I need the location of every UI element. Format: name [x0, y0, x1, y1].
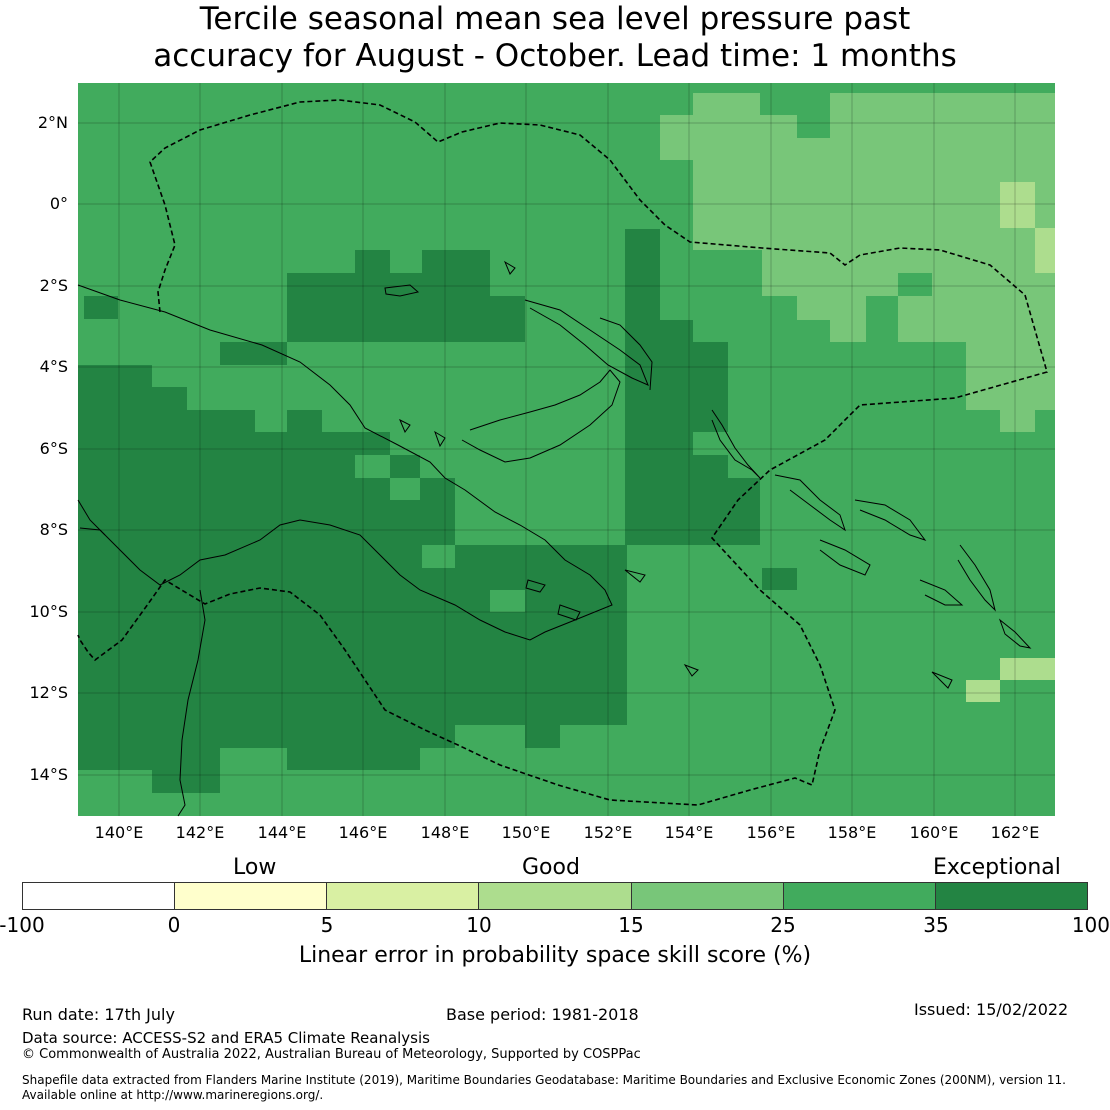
lon-label-146e: 146°E: [338, 823, 388, 842]
lon-label-148e: 148°E: [420, 823, 470, 842]
colorbar-segment-10-15: [479, 883, 632, 909]
map-title-line-2: accuracy for August - October. Lead time…: [153, 38, 957, 74]
category-low: Low: [233, 855, 277, 880]
gridlines: [78, 83, 1055, 816]
colorbar-tick: 5: [320, 913, 334, 937]
coastline-new-ireland: [599, 317, 653, 391]
skill-cells-25-35: [355, 432, 728, 612]
coastline-solomons-4: [957, 544, 996, 612]
colorbar-segment-25-35: [783, 883, 936, 909]
coastline-manus: [384, 284, 420, 297]
skill-cell-25-35: [898, 273, 932, 296]
colorbar-tick: 100: [1071, 913, 1110, 937]
lon-label-144e: 144°E: [257, 823, 307, 842]
colorbar-label: Linear error in probability space skill …: [298, 943, 812, 968]
coastline-new-guinea: [77, 284, 613, 641]
lon-label-142e: 142°E: [175, 823, 225, 842]
colorbar-segment-15-25: [631, 883, 784, 909]
colorbar-segment-35-100: [935, 883, 1087, 909]
coastline-cape-york: [177, 589, 206, 817]
lon-label-156e: 156°E: [746, 823, 796, 842]
coastline-solomons-3: [819, 539, 871, 576]
shapefile-url: Available online at http://www.marinereg…: [22, 1088, 324, 1102]
eez-boundary: [77, 99, 1048, 806]
skill-region-10-15: [966, 182, 1055, 702]
lon-label-158e: 158°E: [827, 823, 877, 842]
lat-label-12s: 12°S: [29, 683, 68, 702]
skill-map: [77, 83, 1055, 817]
coastline-bougainville: [711, 409, 761, 479]
colorbar-tick: 0: [167, 913, 181, 937]
lat-label-2n: 2°N: [37, 113, 68, 132]
coastline-louisiade: [525, 579, 581, 621]
lon-label-150e: 150°E: [501, 823, 551, 842]
colorbar-tick: -100: [0, 913, 45, 937]
lat-label-6s: 6°S: [39, 439, 68, 458]
lat-label-8s: 8°S: [39, 520, 68, 539]
run-date: Run date: 17th July: [22, 1005, 175, 1024]
category-good: Good: [522, 855, 580, 880]
coastline-solomons-1: [774, 474, 846, 532]
colorbar-tick: 25: [770, 913, 796, 937]
shapefile-credit: Shapefile data extracted from Flanders M…: [22, 1073, 1066, 1087]
coastline-small-islands: [399, 260, 1032, 689]
lon-label-152e: 152°E: [583, 823, 633, 842]
issued-date: Issued: 15/02/2022: [914, 1000, 1069, 1019]
lat-label-4s: 4°S: [39, 357, 68, 376]
category-exceptional: Exceptional: [933, 855, 1061, 880]
colorbar-tick: 15: [618, 913, 644, 937]
lat-label-2s: 2°S: [39, 276, 68, 295]
coastline-new-britain: [524, 299, 649, 386]
base-period: Base period: 1981-2018: [446, 1005, 639, 1024]
lon-label-140e: 140°E: [94, 823, 144, 842]
coastline-solomons-2: [854, 499, 927, 541]
copyright: © Commonwealth of Australia 2022, Austra…: [22, 1047, 641, 1062]
lat-label-0: 0°: [49, 194, 68, 213]
skill-region-35-100: [78, 229, 797, 793]
skill-region-15-25: [660, 93, 1055, 432]
coastline-huon-peninsula: [461, 369, 621, 463]
coastlines: [77, 260, 1032, 817]
colorbar-segment-0-5: [175, 883, 328, 909]
colorbar-tick: 10: [466, 913, 492, 937]
lat-label-14s: 14°S: [29, 765, 68, 784]
lon-label-160e: 160°E: [909, 823, 959, 842]
colorbar-segment-5-10: [327, 883, 480, 909]
lat-label-10s: 10°S: [29, 602, 68, 621]
data-source: Data source: ACCESS-S2 and ERA5 Climate …: [22, 1029, 430, 1047]
coastline-solomons-5: [919, 579, 964, 606]
colorbar-tick: 35: [923, 913, 949, 937]
colorbar: [22, 882, 1088, 910]
coastline-arnhem: [77, 499, 106, 536]
lon-label-162e: 162°E: [990, 823, 1040, 842]
lon-label-154e: 154°E: [664, 823, 714, 842]
map-title-line-1: Tercile seasonal mean sea level pressure…: [199, 1, 911, 37]
colorbar-segment-neg100-0: [23, 883, 176, 909]
